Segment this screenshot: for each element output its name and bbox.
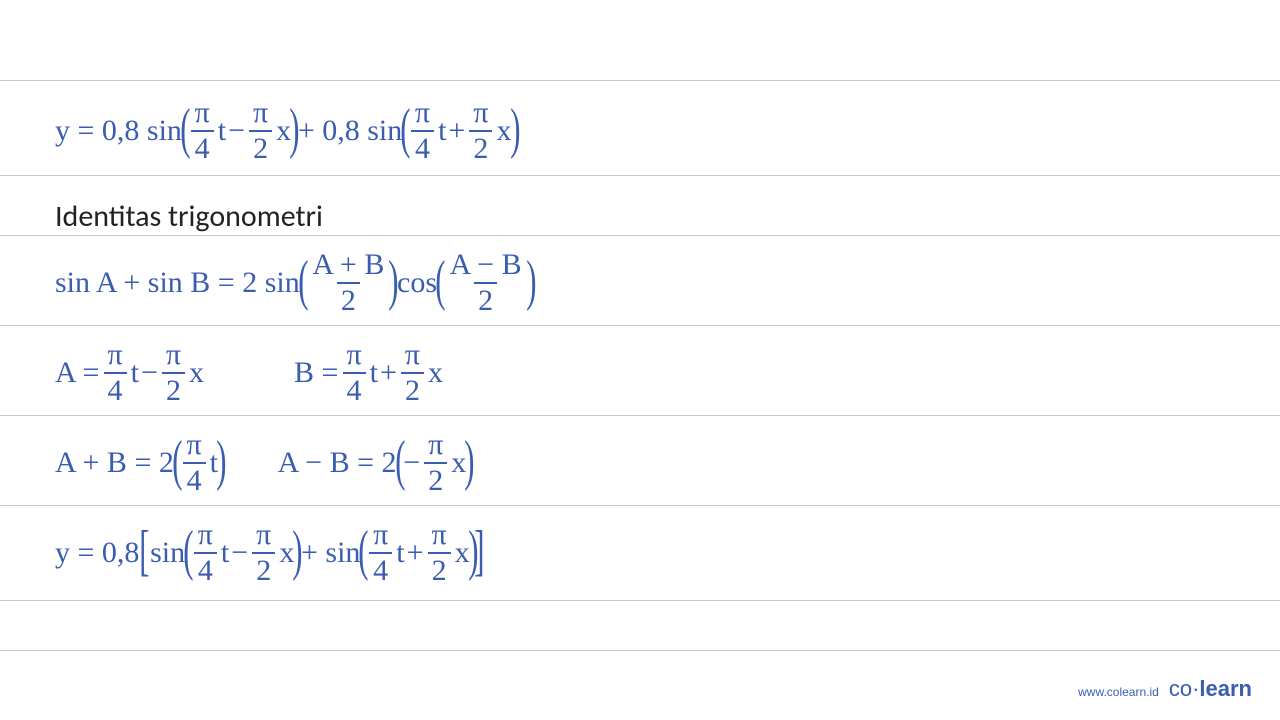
- var-t: t: [221, 536, 229, 570]
- frac-pi-2: π 2: [424, 430, 447, 496]
- text: y = 0,8 sin: [55, 114, 182, 148]
- minus: −: [231, 536, 248, 570]
- lparen: (: [298, 256, 308, 306]
- rparen: ): [464, 436, 474, 486]
- frac-pi-4: π 4: [183, 430, 206, 496]
- rbracket: ]: [475, 526, 485, 576]
- lparen: (: [395, 436, 405, 486]
- var-x: x: [189, 356, 204, 390]
- text: B =: [294, 356, 338, 390]
- rparen: ): [216, 436, 226, 486]
- rparen: ): [389, 256, 399, 306]
- lparen: (: [359, 526, 369, 576]
- var-t: t: [370, 356, 378, 390]
- text: Identitas trigonometri: [55, 198, 323, 235]
- lparen: (: [180, 104, 190, 154]
- rparen: ): [510, 104, 520, 154]
- text: + 0,8 sin: [298, 114, 402, 148]
- minus: −: [228, 114, 245, 148]
- text: A + B = 2: [55, 446, 174, 480]
- lbracket: [: [140, 526, 150, 576]
- var-x: x: [428, 356, 443, 390]
- lparen: (: [400, 104, 410, 154]
- frac-pi-4: π 4: [194, 520, 217, 586]
- text: sin A + sin B = 2 sin: [55, 266, 300, 300]
- plus: +: [448, 114, 465, 148]
- equation-A-B-defs: A = π 4 t − π 2 x B = π 4 t + π: [55, 340, 443, 406]
- frac-pi-2: π 2: [252, 520, 275, 586]
- equation-identity: sin A + sin B = 2 sin ( A + B 2 ) cos ( …: [55, 250, 532, 316]
- text: A − B = 2: [278, 446, 397, 480]
- text: sin: [150, 536, 185, 570]
- var-t: t: [131, 356, 139, 390]
- frac-pi-4: π 4: [369, 520, 392, 586]
- equation-A-B-sums: A + B = 2 ( π 4 t ) A − B = 2 ( − π 2 x …: [55, 430, 471, 496]
- frac-pi-4: π 4: [411, 98, 434, 164]
- rparen: ): [289, 104, 299, 154]
- equation-y-sum: y = 0,8 sin ( π 4 t − π 2 x ) + 0,8 sin …: [55, 98, 516, 164]
- frac-pi-2: π 2: [401, 340, 424, 406]
- var-t: t: [218, 114, 226, 148]
- lparen: (: [172, 436, 182, 486]
- frac-AminusB-2: A − B 2: [446, 250, 526, 316]
- rparen: ): [293, 526, 303, 576]
- frac-pi-2: π 2: [428, 520, 451, 586]
- lparen: (: [435, 256, 445, 306]
- lparen: (: [183, 526, 193, 576]
- footer-brand: co·learn: [1169, 676, 1252, 702]
- footer: www.colearn.id co·learn: [1078, 676, 1252, 702]
- frac-pi-2: π 2: [469, 98, 492, 164]
- frac-AplusB-2: A + B 2: [308, 250, 388, 316]
- text: A =: [55, 356, 99, 390]
- neg: −: [403, 446, 420, 480]
- var-t: t: [438, 114, 446, 148]
- var-t: t: [396, 536, 404, 570]
- frac-pi-4: π 4: [103, 340, 126, 406]
- label-identitas: Identitas trigonometri: [55, 198, 323, 235]
- text: y = 0,8: [55, 536, 139, 570]
- frac-pi-2: π 2: [249, 98, 272, 164]
- content: y = 0,8 sin ( π 4 t − π 2 x ) + 0,8 sin …: [0, 0, 1280, 720]
- text: cos: [397, 266, 437, 300]
- frac-pi-4: π 4: [342, 340, 365, 406]
- plus: +: [407, 536, 424, 570]
- frac-pi-4: π 4: [191, 98, 214, 164]
- footer-url: www.colearn.id: [1078, 685, 1159, 699]
- equation-y-factored: y = 0,8 [ sin ( π 4 t − π 2 x ) + sin ( …: [55, 520, 483, 586]
- rparen: ): [526, 256, 536, 306]
- plus: +: [380, 356, 397, 390]
- text: + sin: [301, 536, 360, 570]
- minus: −: [141, 356, 158, 390]
- frac-pi-2: π 2: [162, 340, 185, 406]
